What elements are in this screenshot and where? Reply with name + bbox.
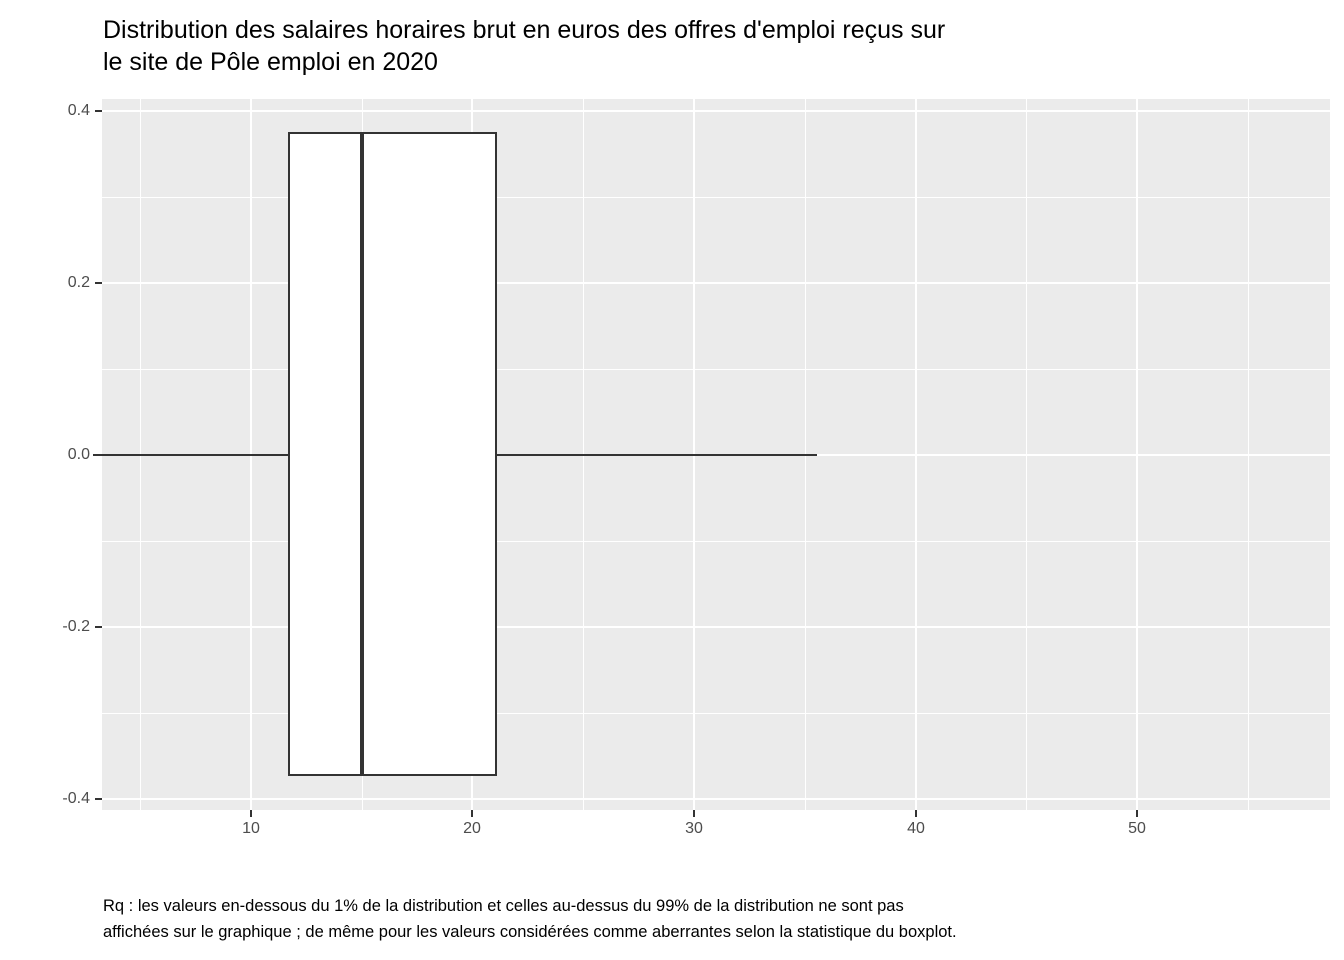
x-tick-label: 40 [907, 820, 925, 837]
x-tick-mark [1136, 810, 1138, 817]
gridline-major-h [102, 282, 1330, 284]
y-tick-mark [95, 798, 102, 800]
y-tick-label: 0.0 [67, 446, 90, 463]
gridline-minor-h [102, 541, 1330, 542]
chart-title-line1: Distribution des salaires horaires brut … [103, 16, 946, 44]
y-tick-label: 0.2 [67, 274, 90, 291]
chart-caption-line2: affichées sur le graphique ; de même pou… [103, 922, 957, 941]
y-tick-mark [95, 454, 102, 456]
gridline-major-h [102, 798, 1330, 800]
gridline-minor-h [102, 197, 1330, 198]
y-tick-label: -0.4 [62, 790, 90, 807]
gridline-minor-v [1248, 99, 1249, 810]
plot-panel [93, 99, 1330, 810]
x-tick-label: 10 [242, 820, 260, 837]
y-tick-label: 0.4 [67, 102, 90, 119]
gridline-major-v [1136, 99, 1138, 810]
y-tick-mark [95, 282, 102, 284]
chart-caption: Rq : les valeurs en-dessous du 1% de la … [103, 894, 957, 945]
chart-title: Distribution des salaires horaires brut … [103, 14, 945, 78]
gridline-minor-h [102, 369, 1330, 370]
gridline-major-h [102, 626, 1330, 628]
chart-caption-line1: Rq : les valeurs en-dessous du 1% de la … [103, 897, 904, 915]
boxplot-median-line [360, 132, 364, 776]
x-tick-label: 50 [1128, 820, 1146, 837]
boxplot-whisker-right [497, 454, 817, 456]
chart-title-line2: le site de Pôle emploi en 2020 [103, 48, 438, 76]
y-tick-mark [95, 110, 102, 112]
x-tick-label: 30 [685, 820, 703, 837]
gridline-major-v [915, 99, 917, 810]
boxplot-whisker-left [93, 454, 288, 456]
y-tick-mark [95, 626, 102, 628]
x-tick-mark [250, 810, 252, 817]
gridline-minor-h [102, 713, 1330, 714]
y-tick-label: -0.2 [62, 618, 90, 635]
gridline-minor-v [1026, 99, 1027, 810]
boxplot-box [288, 132, 497, 776]
gridline-major-h [102, 110, 1330, 112]
x-tick-mark [471, 810, 473, 817]
x-tick-label: 20 [463, 820, 481, 837]
x-tick-mark [915, 810, 917, 817]
x-tick-mark [693, 810, 695, 817]
